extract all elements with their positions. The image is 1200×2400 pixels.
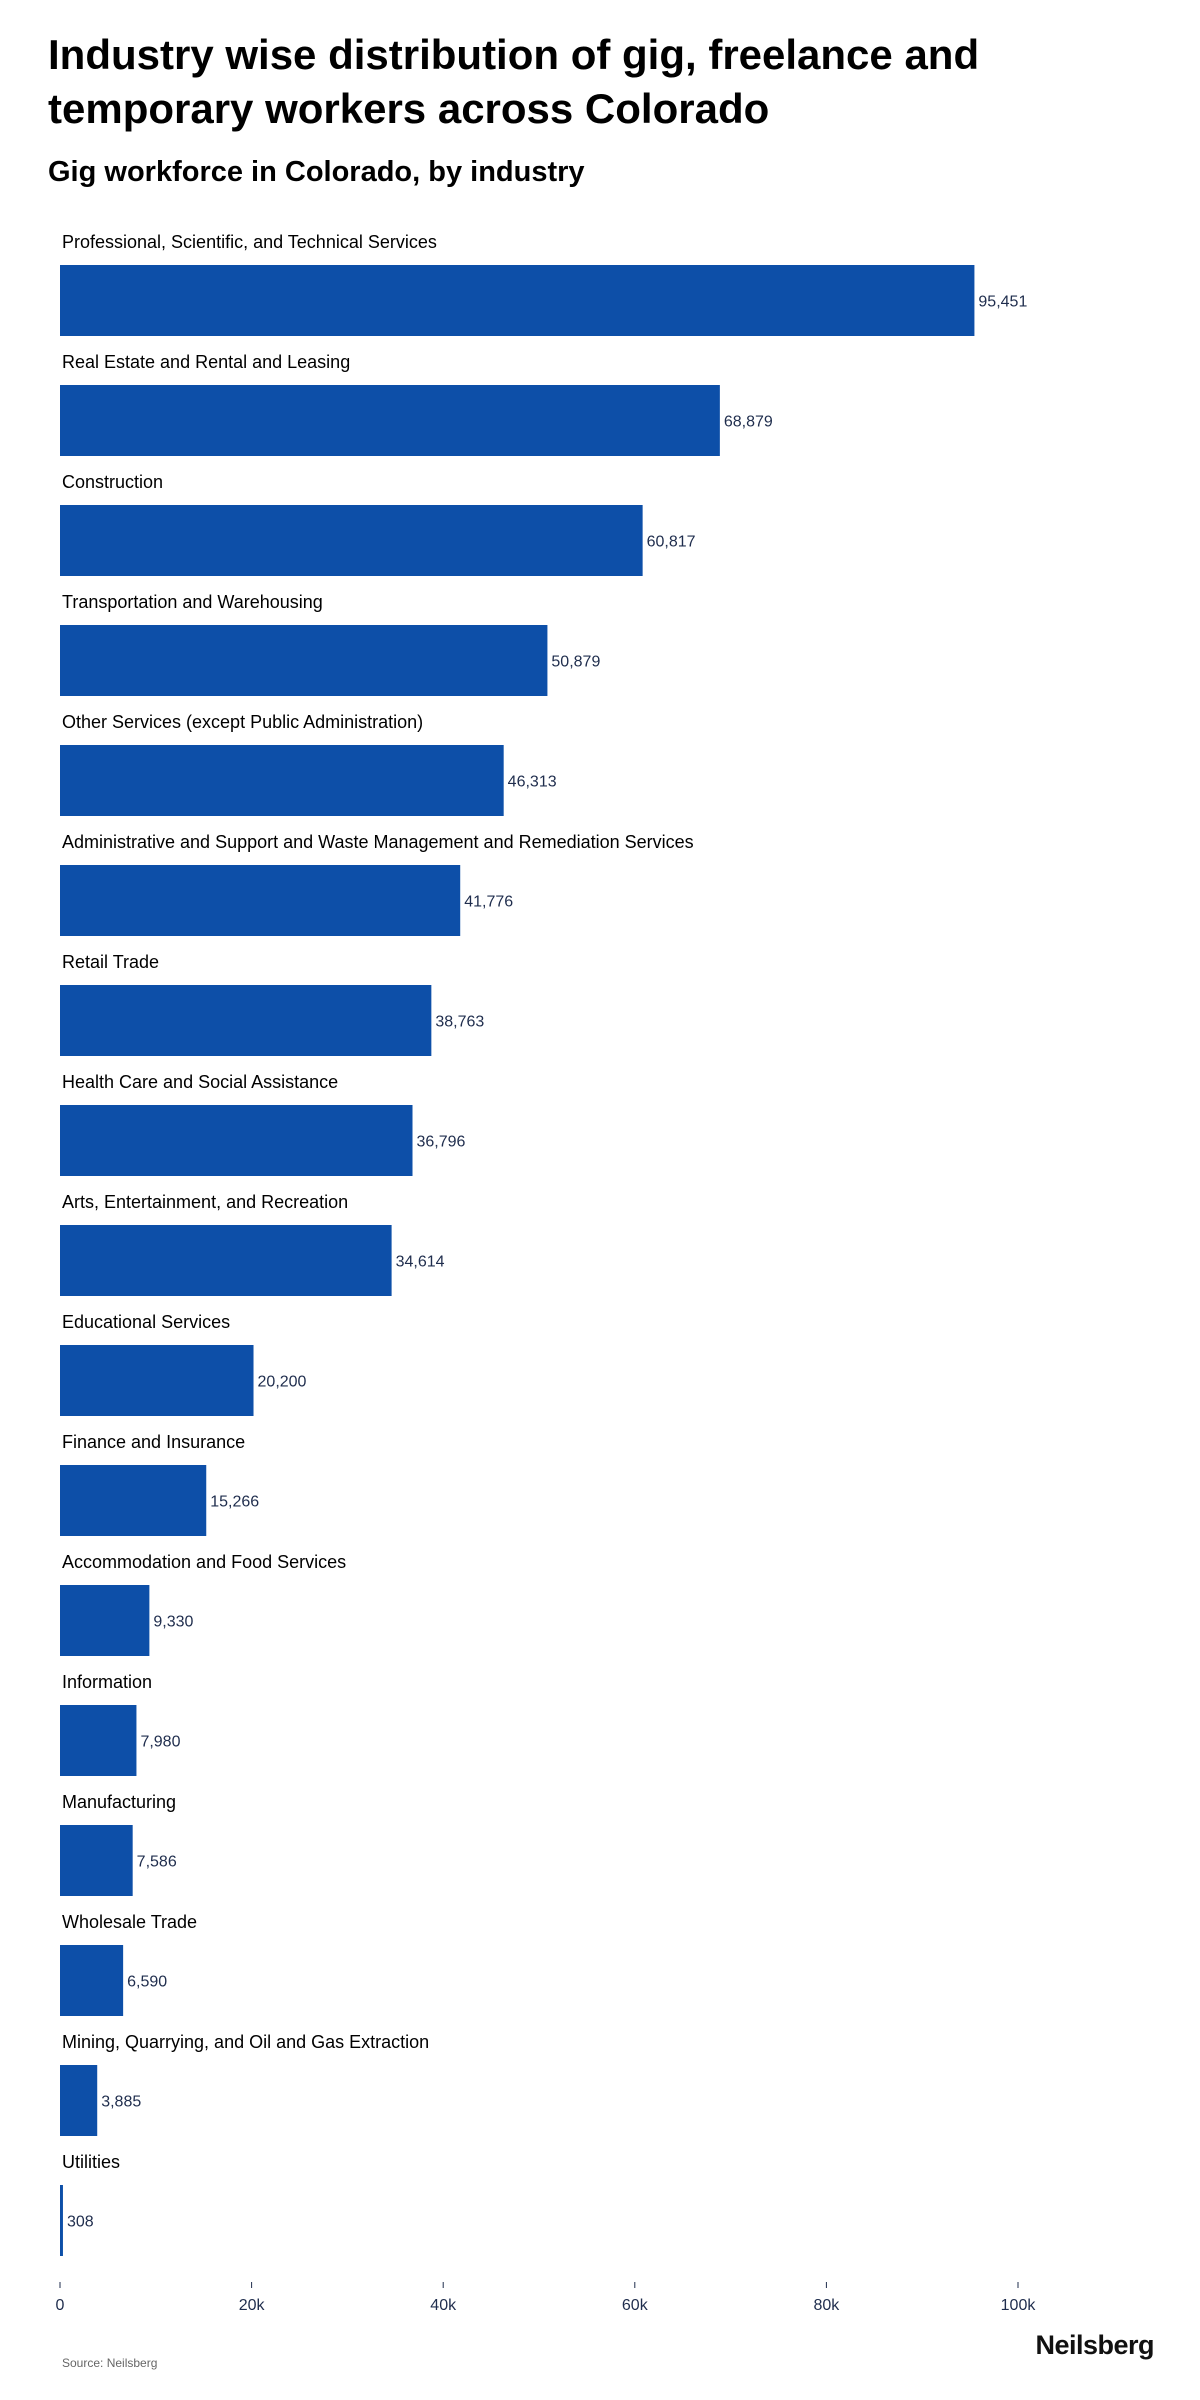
value-label: 7,586 <box>137 1854 177 1871</box>
x-tick-label: 40k <box>430 2297 457 2314</box>
bar <box>60 1465 207 1536</box>
category-label: Arts, Entertainment, and Recreation <box>62 1192 348 1212</box>
bar <box>60 385 720 456</box>
x-tick-label: 60k <box>622 2297 649 2314</box>
source-note: Source: Neilsberg <box>62 2356 158 2370</box>
bar <box>60 1585 150 1656</box>
chart-subtitle: Gig workforce in Colorado, by industry <box>48 156 585 188</box>
value-label: 20,200 <box>258 1374 307 1391</box>
category-label: Construction <box>62 472 163 492</box>
bar <box>60 505 643 576</box>
value-label: 41,776 <box>464 894 513 911</box>
category-label: Real Estate and Rental and Leasing <box>62 352 350 372</box>
value-label: 15,266 <box>210 1494 259 1511</box>
value-label: 36,796 <box>417 1134 466 1151</box>
category-label: Educational Services <box>62 1312 230 1332</box>
bar <box>60 1225 392 1296</box>
value-label: 68,879 <box>724 414 773 431</box>
category-label: Transportation and Warehousing <box>62 592 323 612</box>
bar <box>60 985 432 1056</box>
bar <box>60 865 461 936</box>
bar <box>60 1945 124 2016</box>
category-label: Manufacturing <box>62 1792 176 1812</box>
bar <box>60 2065 98 2136</box>
bar <box>60 625 548 696</box>
category-label: Information <box>62 1672 152 1692</box>
category-label: Mining, Quarrying, and Oil and Gas Extra… <box>62 2032 429 2052</box>
category-label: Finance and Insurance <box>62 1432 245 1452</box>
category-label: Retail Trade <box>62 952 159 972</box>
bar <box>60 745 504 816</box>
value-label: 9,330 <box>153 1614 193 1631</box>
category-label: Other Services (except Public Administra… <box>62 712 423 732</box>
value-label: 3,885 <box>101 2094 141 2111</box>
category-label: Accommodation and Food Services <box>62 1552 346 1572</box>
value-label: 50,879 <box>551 654 600 671</box>
category-label: Health Care and Social Assistance <box>62 1072 338 1092</box>
category-label: Utilities <box>62 2152 120 2172</box>
x-tick-label: 80k <box>814 2297 841 2314</box>
category-label: Professional, Scientific, and Technical … <box>62 232 437 252</box>
chart-title: Industry wise distribution of gig, freel… <box>48 31 980 132</box>
bar <box>60 2185 63 2256</box>
value-label: 7,980 <box>140 1734 180 1751</box>
bar <box>60 1705 137 1776</box>
bar <box>60 1105 413 1176</box>
brand-logo: Neilsberg <box>1035 2330 1154 2360</box>
x-tick-label: 0 <box>56 2297 65 2314</box>
value-label: 60,817 <box>647 534 696 551</box>
category-label: Wholesale Trade <box>62 1912 197 1932</box>
x-tick-label: 20k <box>239 2297 266 2314</box>
value-label: 95,451 <box>978 294 1027 311</box>
bar <box>60 1825 133 1896</box>
bar <box>60 1345 254 1416</box>
x-tick-label: 100k <box>1001 2297 1037 2314</box>
bar <box>60 265 975 336</box>
value-label: 6,590 <box>127 1974 167 1991</box>
category-label: Administrative and Support and Waste Man… <box>62 832 694 852</box>
bar-chart: Professional, Scientific, and Technical … <box>56 232 1037 2314</box>
value-label: 46,313 <box>508 774 557 791</box>
value-label: 308 <box>67 2214 94 2231</box>
value-label: 34,614 <box>396 1254 445 1271</box>
value-label: 38,763 <box>435 1014 484 1031</box>
